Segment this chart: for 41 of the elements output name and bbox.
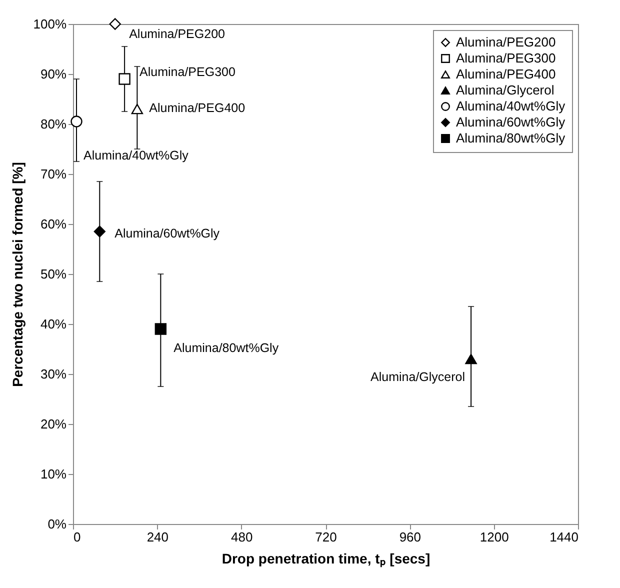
- x-tick-label: 1440: [550, 530, 578, 544]
- x-tick-label: 1200: [480, 530, 509, 544]
- y-tick-label: 90%: [40, 66, 67, 82]
- point: [118, 73, 130, 85]
- annotation: Alumina/60wt%Gly: [114, 226, 220, 240]
- y-tick-label: 40%: [40, 316, 67, 332]
- y-tick-label: 30%: [40, 366, 67, 382]
- x-tick-label: 480: [230, 530, 253, 544]
- annotation: Alumina/80wt%Gly: [174, 341, 280, 355]
- point: [70, 116, 82, 128]
- x-tick-label: 960: [399, 530, 422, 544]
- legend-label: Alumina/PEG200: [456, 34, 556, 50]
- x-tick-label: 0: [74, 530, 81, 544]
- y-tick-label: 20%: [40, 416, 67, 432]
- legend-label: Alumina/80wt%Gly: [456, 130, 566, 146]
- y-tick-label: 0%: [48, 516, 67, 532]
- annotation: Alumina/40wt%Gly: [84, 148, 190, 162]
- x-tick-label: 240: [146, 530, 169, 544]
- point: [94, 226, 106, 238]
- annotation: Alumina/PEG200: [129, 27, 226, 41]
- point: [109, 18, 121, 30]
- annotation: Alumina/PEG300: [140, 65, 236, 79]
- y-tick-label: 70%: [40, 166, 67, 182]
- point: [465, 354, 477, 364]
- legend-label: Alumina/60wt%Gly: [456, 114, 566, 130]
- y-tick-label: 10%: [40, 466, 67, 482]
- legend-label: Alumina/PEG300: [456, 50, 556, 66]
- annotation: Alumina/Glycerol: [370, 370, 466, 384]
- legend-label: Alumina/PEG400: [456, 66, 556, 82]
- y-tick-label: 100%: [33, 16, 67, 32]
- annotation: Alumina/PEG400: [149, 101, 246, 115]
- y-tick-label: 50%: [40, 266, 67, 282]
- legend-label: Alumina/Glycerol: [456, 82, 554, 98]
- x-axis-title: Drop penetration time, tₚ [secs]: [222, 550, 430, 568]
- y-axis-title: Percentage two nuclei formed [%]: [9, 162, 26, 387]
- point: [154, 323, 167, 335]
- y-tick-label: 80%: [40, 116, 67, 132]
- x-tick-label: 720: [315, 530, 337, 544]
- legend-label: Alumina/40wt%Gly: [456, 98, 566, 114]
- point: [131, 104, 144, 114]
- y-tick-label: 60%: [40, 216, 67, 232]
